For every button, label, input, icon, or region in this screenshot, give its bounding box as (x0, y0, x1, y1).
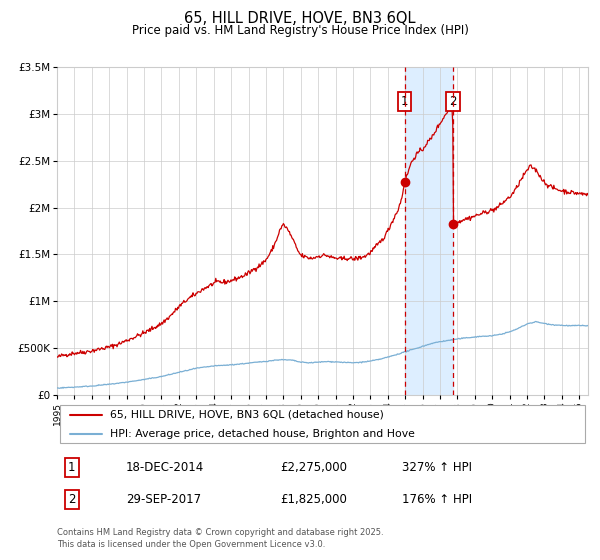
Bar (404, 67, 453, 395)
Text: £1,825,000: £1,825,000 (280, 493, 347, 506)
Text: 327% ↑ HPI: 327% ↑ HPI (402, 461, 472, 474)
Text: 1: 1 (401, 95, 409, 108)
Text: Price paid vs. HM Land Registry's House Price Index (HPI): Price paid vs. HM Land Registry's House … (131, 24, 469, 37)
Text: 65, HILL DRIVE, HOVE, BN3 6QL: 65, HILL DRIVE, HOVE, BN3 6QL (184, 11, 416, 26)
Text: 18-DEC-2014: 18-DEC-2014 (126, 461, 204, 474)
Text: HPI: Average price, detached house, Brighton and Hove: HPI: Average price, detached house, Brig… (110, 429, 415, 439)
Text: 1: 1 (68, 461, 76, 474)
Text: 176% ↑ HPI: 176% ↑ HPI (402, 493, 472, 506)
Text: 29-SEP-2017: 29-SEP-2017 (126, 493, 201, 506)
Text: £2,275,000: £2,275,000 (280, 461, 347, 474)
Text: Contains HM Land Registry data © Crown copyright and database right 2025.
This d: Contains HM Land Registry data © Crown c… (57, 528, 383, 549)
Text: 65, HILL DRIVE, HOVE, BN3 6QL (detached house): 65, HILL DRIVE, HOVE, BN3 6QL (detached … (110, 409, 384, 419)
Text: 2: 2 (449, 95, 457, 108)
Text: 2: 2 (68, 493, 76, 506)
FancyBboxPatch shape (59, 405, 586, 443)
